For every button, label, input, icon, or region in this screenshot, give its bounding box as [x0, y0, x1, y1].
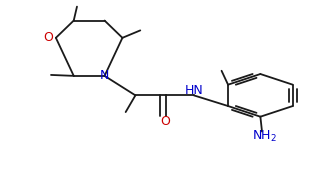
Text: NH$_2$: NH$_2$	[252, 129, 277, 144]
Text: O: O	[160, 115, 170, 128]
Text: N: N	[100, 69, 109, 82]
Text: HN: HN	[185, 84, 204, 97]
Text: O: O	[43, 31, 53, 44]
